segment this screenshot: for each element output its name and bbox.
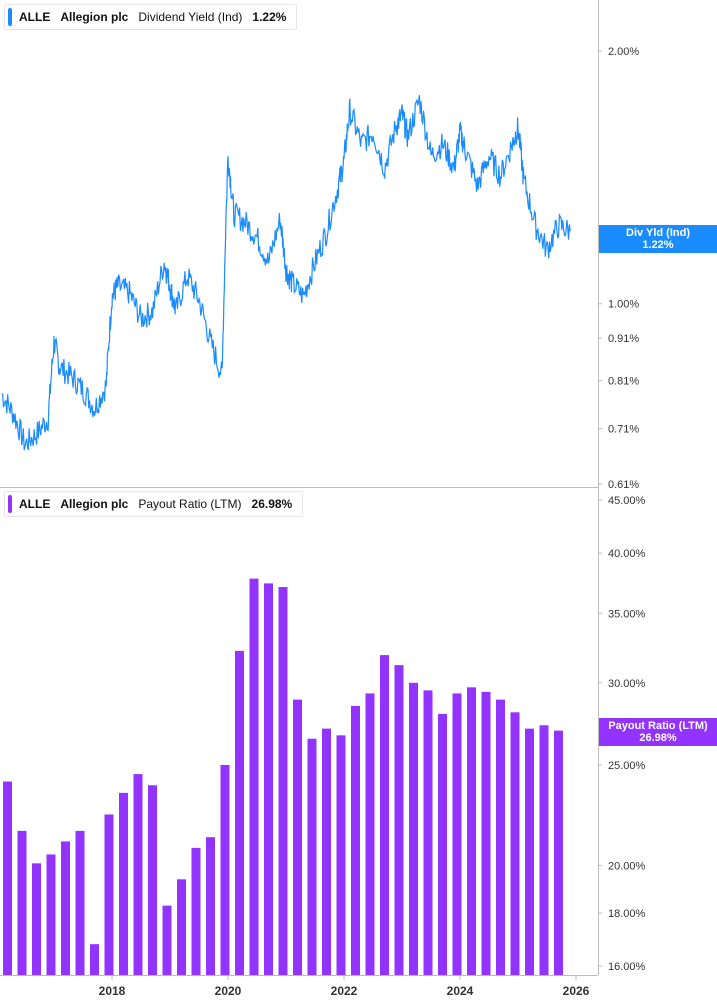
- payout-bar: [423, 690, 433, 975]
- payout-bar: [104, 814, 114, 975]
- payout-bar: [206, 837, 215, 975]
- payout-bar: [554, 730, 563, 975]
- top-y-tick-label: 0.91%: [608, 333, 639, 345]
- x-tick-label: 2020: [215, 984, 242, 998]
- payout-bar: [177, 879, 186, 975]
- payout-bar: [481, 691, 491, 975]
- x-tick-label: 2024: [447, 984, 474, 998]
- bottom-legend-ticker: ALLE: [19, 497, 51, 511]
- payout-bar: [351, 705, 360, 975]
- bottom-legend: ALLE Allegion plc Payout Ratio (LTM) 26.…: [4, 491, 304, 517]
- payout-bar: [17, 830, 27, 975]
- payout-bar: [75, 830, 85, 975]
- payout-bar: [394, 665, 404, 975]
- bottom-value-tag-value: 26.98%: [639, 732, 677, 744]
- payout-bar: [133, 774, 143, 975]
- top-value-tag: Div Yld (Ind) 1.22%: [599, 225, 717, 253]
- bottom-y-tick-label: 16.00%: [608, 961, 646, 973]
- top-value-tag-value: 1.22%: [642, 239, 674, 251]
- payout-bar: [496, 699, 505, 975]
- payout-bar: [467, 687, 476, 975]
- bottom-y-tick-label: 35.00%: [608, 608, 646, 620]
- top-y-axis: 2.00% 1.00% 0.91% 0.81% 0.71% 0.61%: [598, 46, 639, 491]
- top-value-tag-label: Div Yld (Ind): [626, 227, 690, 239]
- payout-bar: [525, 728, 534, 975]
- payout-bar: [162, 905, 172, 975]
- top-legend-value: 1.22%: [252, 10, 287, 24]
- payout-bar: [293, 699, 302, 975]
- bottom-legend-metric: Payout Ratio (LTM): [138, 497, 242, 511]
- top-legend-swatch: [8, 8, 12, 26]
- payout-bar: [322, 728, 331, 975]
- bottom-legend-swatch: [8, 495, 12, 513]
- top-legend-company: Allegion plc: [60, 10, 129, 24]
- payout-bar: [119, 792, 128, 975]
- payout-bar: [336, 735, 346, 975]
- payout-bar: [90, 944, 99, 975]
- dividend-yield-line: [1, 95, 571, 451]
- payout-bar: [46, 854, 56, 975]
- bottom-legend-company: Allegion plc: [60, 497, 129, 511]
- bottom-y-tick-label: 18.00%: [608, 908, 646, 920]
- payout-bars: [3, 578, 563, 975]
- payout-bar: [3, 781, 12, 975]
- bottom-y-tick-label: 40.00%: [608, 548, 646, 560]
- top-y-tick-label: 1.00%: [608, 299, 639, 311]
- top-legend-ticker: ALLE: [19, 10, 51, 24]
- top-y-tick-label: 2.00%: [608, 46, 639, 58]
- x-axis: 2018 2020 2022 2024 2026: [99, 975, 590, 998]
- bottom-value-tag: Payout Ratio (LTM) 26.98%: [599, 718, 717, 746]
- top-y-tick-label: 0.61%: [608, 479, 639, 491]
- bottom-y-tick-label: 30.00%: [608, 678, 646, 690]
- bottom-y-tick-label: 45.00%: [608, 495, 646, 507]
- payout-bar: [438, 713, 447, 975]
- payout-bar: [452, 693, 462, 975]
- x-tick-label: 2026: [563, 984, 590, 998]
- payout-bar: [249, 578, 259, 975]
- bottom-y-axis: 45.00% 40.00% 35.00% 30.00% 25.00% 20.00% 18.0…: [598, 495, 646, 973]
- bottom-y-tick-label: 20.00%: [608, 861, 646, 873]
- bottom-legend-value: 26.98%: [251, 497, 293, 511]
- payout-bar: [148, 785, 157, 975]
- top-y-tick-label: 0.71%: [608, 424, 639, 436]
- bottom-y-tick-label: 25.00%: [608, 760, 646, 772]
- payout-bar: [264, 583, 273, 975]
- payout-bar: [235, 650, 244, 975]
- bottom-value-tag-label: Payout Ratio (LTM): [608, 720, 708, 732]
- payout-bar: [307, 738, 317, 975]
- x-tick-label: 2022: [331, 984, 358, 998]
- top-legend-metric: Dividend Yield (Ind): [138, 10, 243, 24]
- top-y-tick-label: 0.81%: [608, 376, 639, 388]
- top-legend: ALLE Allegion plc Dividend Yield (Ind) 1…: [4, 4, 298, 30]
- payout-bar: [32, 863, 41, 975]
- payout-bar: [539, 725, 549, 975]
- payout-bar: [278, 587, 288, 975]
- payout-bar: [61, 841, 70, 975]
- x-tick-label: 2018: [99, 984, 126, 998]
- payout-bar: [510, 712, 520, 975]
- payout-bar: [409, 682, 418, 975]
- payout-bar: [191, 847, 201, 975]
- payout-bar: [220, 764, 230, 975]
- payout-bar: [365, 693, 375, 975]
- payout-bar: [380, 655, 389, 975]
